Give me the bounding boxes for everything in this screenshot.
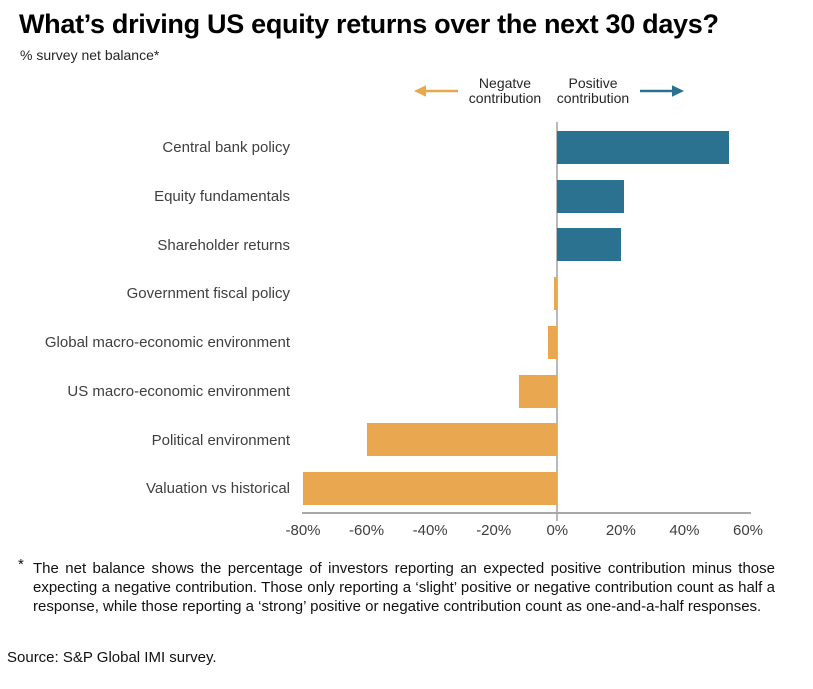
category-label: Political environment (151, 431, 290, 449)
bar (547, 325, 558, 359)
category-label: Global macro-economic environment (44, 334, 290, 351)
page-title: What’s driving US equity returns over th… (19, 9, 719, 39)
category-label: Central bank policy (162, 139, 290, 156)
bar (557, 228, 621, 262)
plot-area (302, 122, 751, 521)
legend-positive-label: Positive contribution (556, 75, 630, 106)
zero-axis-line (556, 122, 559, 521)
bar (366, 423, 558, 457)
category-label: Valuation vs historical (146, 480, 290, 498)
source-line: Source: S&P Global IMI survey. (7, 649, 217, 666)
footnote: * The net balance shows the percentage of… (18, 556, 775, 616)
x-tick-label: 20% (605, 522, 636, 539)
x-tick-label: -80% (285, 522, 321, 539)
x-axis-ticks: -80% -60% -40% -20% 0% 20% 40% 60% (285, 522, 763, 540)
bar (554, 277, 558, 311)
legend: Negatve contribution Positive contributi… (414, 76, 684, 106)
negative-arrow-icon (414, 84, 458, 98)
category-labels: Central bank policy Equity fundamentals Sh… (0, 123, 290, 513)
bar (557, 179, 625, 213)
x-tick-label: -40% (412, 522, 448, 539)
x-tick-label: 60% (732, 522, 764, 539)
x-axis-line (302, 512, 751, 514)
footnote-text: The net balance shows the percentage of … (33, 560, 775, 615)
footnote-marker: * (18, 556, 24, 573)
positive-arrow-icon (640, 84, 684, 98)
category-label: Shareholder returns (157, 236, 290, 254)
x-tick-label: 40% (669, 522, 700, 539)
x-tick-label: -60% (349, 522, 385, 539)
chart-subtitle: % survey net balance* (20, 47, 160, 63)
x-tick-label: -20% (476, 522, 512, 539)
bar (303, 472, 558, 506)
category-label: Equity fundamentals (154, 187, 290, 205)
legend-negative-label: Negatve contribution (468, 75, 542, 106)
bar (557, 130, 729, 164)
x-tick-label: 0% (546, 522, 569, 539)
bar (519, 374, 558, 408)
category-label: Government fiscal policy (126, 285, 290, 303)
category-label: US macro-economic environment (67, 382, 290, 400)
